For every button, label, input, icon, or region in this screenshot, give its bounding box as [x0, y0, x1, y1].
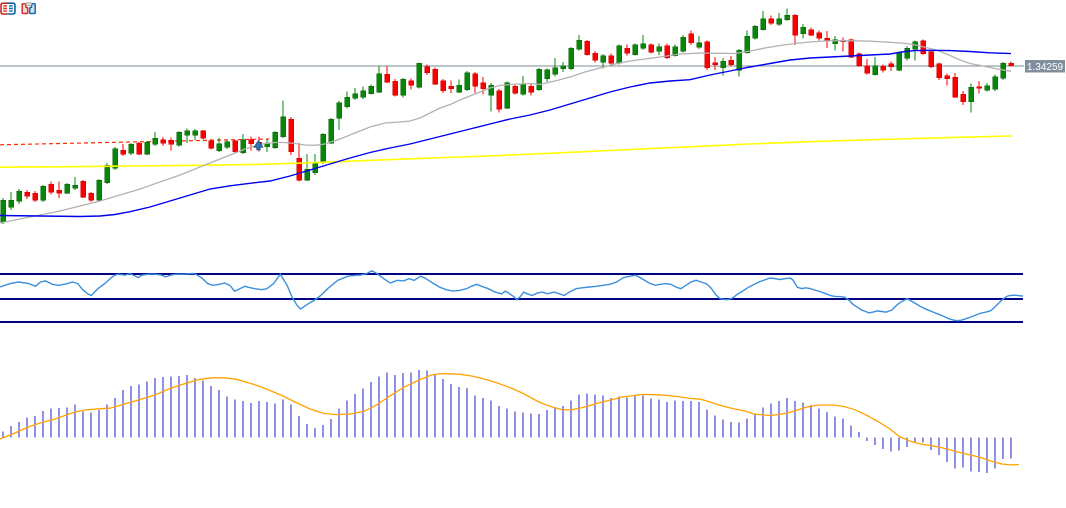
svg-text:1.34259: 1.34259 [1027, 62, 1064, 73]
